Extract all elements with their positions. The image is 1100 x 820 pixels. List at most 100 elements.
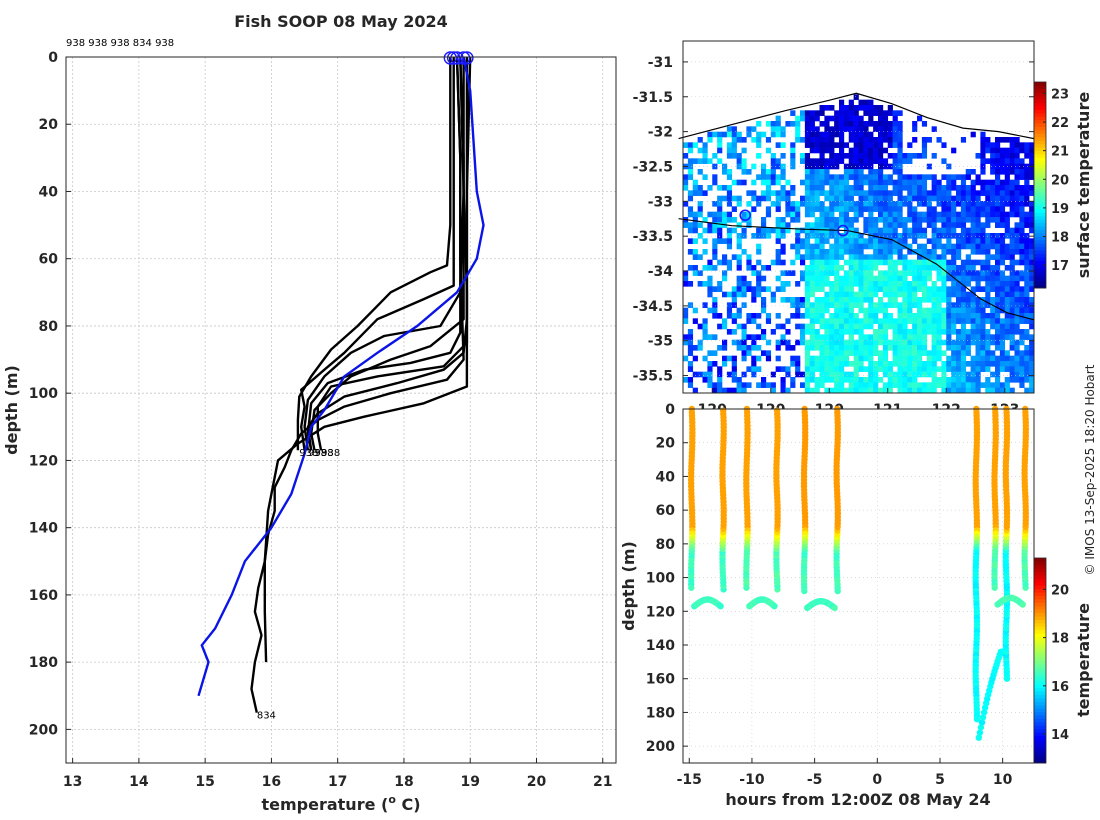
- sst-cell: [980, 361, 986, 367]
- sst-cell: [980, 137, 986, 143]
- sst-cell: [960, 387, 967, 394]
- sst-cell: [804, 153, 811, 159]
- sst-cell: [951, 217, 957, 223]
- sst-cell: [999, 190, 1006, 196]
- sst-cell: [736, 201, 742, 207]
- sst-cell: [834, 350, 840, 356]
- sst-cell: [1019, 243, 1025, 250]
- sst-cell: [868, 153, 874, 159]
- sst-cell: [687, 211, 694, 218]
- sst-cell: [897, 222, 903, 228]
- sst-cell: [1029, 323, 1035, 330]
- sst-cell: [941, 249, 947, 255]
- sst-cell: [897, 121, 903, 127]
- timeseries-ytick-label: 0: [665, 402, 675, 418]
- sst-cell: [892, 217, 898, 223]
- sst-cell: [829, 243, 835, 250]
- colorbar-swatch: [1034, 274, 1046, 279]
- sst-cell: [975, 190, 981, 196]
- sst-cell: [834, 281, 840, 287]
- sst-cell: [956, 313, 962, 319]
- sst-cell: [902, 297, 908, 303]
- sst-cell: [921, 185, 928, 191]
- sst-cell: [858, 275, 864, 282]
- sst-cell: [795, 249, 801, 255]
- sst-cell: [878, 206, 884, 212]
- sst-cell: [726, 185, 733, 191]
- sst-cell: [848, 169, 854, 175]
- sst-cell: [843, 313, 850, 319]
- sst-cell: [804, 387, 811, 394]
- sst-cell: [1014, 147, 1020, 154]
- sst-cell: [731, 147, 737, 154]
- sst-cell: [1004, 222, 1010, 228]
- sst-cell: [995, 371, 1001, 378]
- sst-cell: [819, 382, 825, 388]
- sst-cell: [717, 227, 723, 234]
- sst-heatmap: [683, 94, 1035, 394]
- sst-cell: [946, 291, 952, 298]
- sst-cell: [790, 190, 796, 196]
- sst-cell: [970, 329, 976, 335]
- sst-cell: [712, 227, 718, 234]
- sst-cell: [975, 195, 981, 202]
- sst-cell: [780, 382, 786, 388]
- sst-cell: [873, 195, 879, 202]
- sst-cell: [951, 265, 957, 271]
- sst-cell: [917, 318, 923, 324]
- sst-cell: [1019, 227, 1025, 234]
- sst-cell: [687, 190, 694, 196]
- sst-cell: [824, 206, 830, 212]
- sst-cell: [741, 158, 747, 164]
- sst-cell: [1019, 217, 1025, 223]
- sst-cell: [912, 387, 918, 394]
- sst-cell: [941, 291, 947, 298]
- sst-cell: [834, 366, 840, 372]
- sst-cell: [902, 185, 908, 191]
- sst-cell: [858, 377, 864, 383]
- sst-cell: [912, 297, 918, 303]
- sst-cell: [785, 195, 791, 202]
- sst-cell: [863, 307, 869, 314]
- sst-cell: [907, 334, 913, 340]
- sst-cell: [1029, 169, 1035, 175]
- sst-cell: [941, 387, 947, 394]
- sst-cell: [897, 169, 903, 175]
- sst-cell: [882, 286, 889, 292]
- sst-cell: [829, 249, 835, 255]
- sst-cell: [848, 222, 854, 228]
- sst-cell: [897, 217, 903, 223]
- sst-cell: [985, 355, 991, 362]
- sst-cell: [882, 206, 889, 212]
- sst-cell: [804, 281, 811, 287]
- profile-xtick-label: 17: [328, 774, 347, 790]
- sst-cell: [843, 121, 850, 127]
- sst-cell: [873, 265, 879, 271]
- sst-cell: [839, 147, 845, 154]
- sst-cell: [882, 190, 889, 196]
- sst-cell: [843, 275, 850, 282]
- colorbar-swatch: [1034, 752, 1046, 757]
- colorbar-swatch: [1034, 263, 1046, 268]
- sst-cell: [946, 334, 952, 340]
- sst-cell: [936, 270, 942, 276]
- sst-cell: [741, 334, 747, 340]
- sst-cell: [756, 366, 762, 372]
- sst-cell: [839, 131, 845, 138]
- sst-cell: [917, 366, 923, 372]
- sst-cell: [853, 297, 859, 303]
- sst-cell: [839, 329, 845, 335]
- sst-cell: [809, 142, 815, 148]
- sst-cell: [863, 206, 869, 212]
- sst-cell: [853, 206, 859, 212]
- sst-cell: [1014, 377, 1020, 383]
- sst-cell: [843, 153, 850, 159]
- sst-cell: [839, 238, 845, 244]
- sst-cell: [990, 185, 996, 191]
- sst-cell: [887, 313, 893, 319]
- sst-cell: [814, 163, 820, 170]
- sst-cell: [995, 195, 1001, 202]
- sst-cell: [926, 355, 932, 362]
- sst-cell: [853, 174, 859, 180]
- sst-cell: [687, 302, 694, 308]
